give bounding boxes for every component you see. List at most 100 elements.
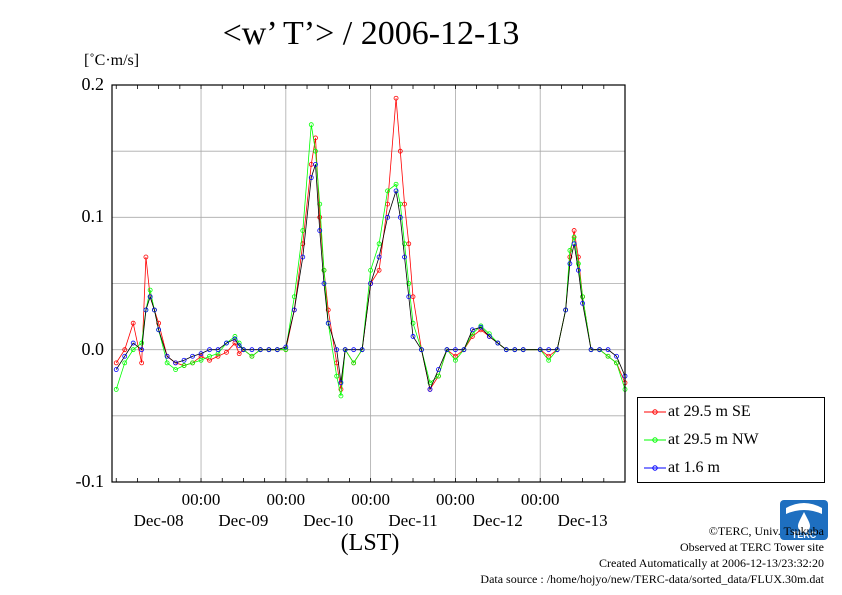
data-point	[232, 334, 238, 339]
data-point	[308, 122, 314, 128]
data-point	[575, 267, 581, 273]
data-point	[397, 214, 403, 220]
data-point	[393, 95, 399, 101]
data-point	[512, 347, 518, 353]
data-point	[351, 347, 357, 353]
data-point	[571, 228, 577, 233]
data-point	[393, 181, 399, 187]
data-point	[139, 347, 145, 353]
data-point	[249, 353, 255, 359]
legend-swatch-1-6m	[644, 465, 666, 471]
data-point	[283, 347, 289, 353]
data-point	[241, 347, 246, 353]
data-point	[207, 353, 212, 359]
data-point	[139, 340, 145, 346]
data-point	[173, 367, 178, 372]
data-point	[122, 353, 128, 359]
data-point	[436, 373, 441, 379]
data-point	[495, 340, 501, 346]
data-point	[351, 360, 357, 366]
x-axis-label: (LST)	[340, 530, 400, 556]
data-point	[563, 307, 569, 313]
data-point	[410, 320, 416, 326]
legend-swatch-nw	[644, 437, 666, 443]
data-point	[317, 214, 323, 220]
data-point	[338, 393, 344, 399]
data-point	[147, 287, 153, 293]
data-point	[113, 360, 119, 366]
data-point	[313, 161, 318, 167]
data-point	[198, 357, 204, 363]
data-point	[597, 347, 602, 353]
data-point	[164, 360, 170, 366]
data-point	[385, 214, 390, 220]
data-point	[300, 228, 306, 233]
data-point	[520, 347, 526, 353]
data-point	[453, 347, 458, 353]
data-point	[385, 188, 390, 194]
data-point	[232, 336, 238, 342]
x-tick-label: 00:00	[181, 490, 221, 509]
data-point	[130, 320, 136, 326]
x-date-label: Dec-10	[303, 511, 354, 530]
x-date-label: Dec-11	[388, 511, 438, 530]
data-point	[436, 367, 441, 372]
data-point	[325, 307, 331, 313]
data-point	[427, 380, 433, 386]
data-point	[181, 357, 187, 363]
data-point	[122, 347, 128, 353]
data-point	[308, 175, 314, 181]
data-point	[130, 340, 136, 346]
chart-title: <w’ T’> / 2006-12-13	[222, 15, 520, 52]
data-point	[151, 307, 157, 313]
data-point	[143, 254, 149, 260]
data-point	[478, 324, 484, 330]
data-point	[342, 347, 348, 353]
data-point	[368, 267, 374, 273]
data-point	[546, 347, 552, 353]
data-point	[156, 320, 162, 326]
data-point	[236, 351, 242, 357]
data-point	[317, 228, 323, 233]
y-axis-units: [˚C·m/s]	[84, 52, 140, 69]
data-point	[321, 281, 327, 286]
legend-label-nw: at 29.5 m NW	[668, 431, 759, 448]
data-point	[173, 360, 178, 366]
data-point	[338, 380, 344, 386]
data-point	[402, 241, 407, 247]
data-point	[249, 347, 255, 353]
data-point	[503, 347, 509, 353]
x-date-label: Dec-13	[557, 511, 608, 530]
data-point	[215, 353, 221, 359]
data-point	[198, 351, 204, 357]
data-point	[113, 386, 119, 392]
data-point	[605, 347, 611, 353]
data-point	[207, 347, 212, 353]
data-point	[410, 334, 416, 339]
data-point	[224, 340, 229, 346]
data-point	[605, 353, 611, 359]
data-point	[614, 360, 619, 366]
data-point	[283, 344, 289, 350]
data-point	[406, 281, 412, 286]
data-point	[571, 234, 577, 240]
data-point	[393, 188, 399, 194]
data-point	[397, 148, 403, 154]
series-2	[113, 161, 628, 392]
x-date-label: Dec-08	[133, 511, 184, 530]
legend-label-1-6m: at 1.6 m	[668, 459, 720, 476]
data-point	[164, 353, 170, 359]
data-point	[266, 347, 272, 353]
x-date-label: Dec-12	[472, 511, 523, 530]
series-line	[115, 164, 626, 391]
data-point	[143, 307, 149, 313]
data-point	[453, 357, 458, 363]
data-point	[274, 347, 280, 353]
data-point	[614, 353, 619, 359]
data-point	[580, 294, 586, 300]
data-point	[376, 241, 382, 247]
credit-site: Observed at TERC Tower site	[679, 540, 824, 554]
credit-copyright: ©TERC, Univ. Tsukuba	[708, 524, 824, 538]
data-point	[113, 367, 119, 372]
x-date-label: Dec-09	[218, 511, 269, 530]
